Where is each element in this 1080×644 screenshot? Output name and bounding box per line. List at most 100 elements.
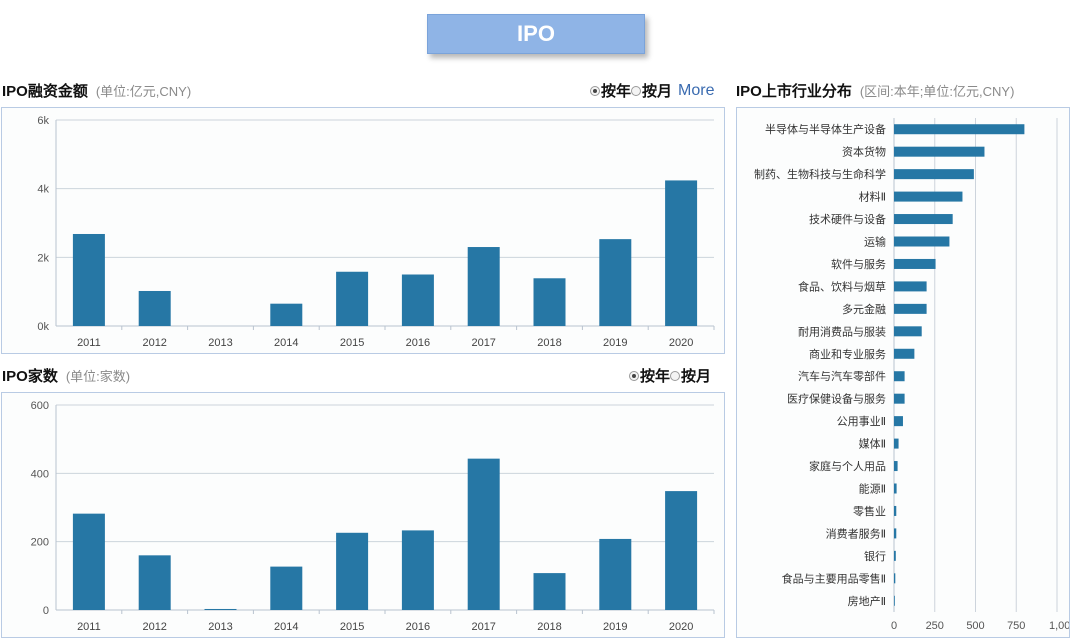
category-label: 制药、生物科技与生命科学 <box>754 167 886 181</box>
x-tick-label: 2020 <box>669 337 693 349</box>
x-tick-label: 2013 <box>208 621 232 633</box>
ipo-banner: IPO <box>427 14 645 54</box>
category-label: 零售业 <box>853 504 886 518</box>
amount-bar-chart: 0k 2k 4k 6k 2011 2012 2013 2014 2015 2016 2017 2018… <box>37 115 715 349</box>
bar-技术硬件与设备 <box>894 214 953 225</box>
amount-month-radio[interactable] <box>631 85 642 96</box>
y-tick-label: 0 <box>43 605 49 617</box>
bar-2012 <box>138 555 171 610</box>
bar-2016 <box>401 530 434 610</box>
category-label: 食品与主要用品零售Ⅱ <box>782 571 886 585</box>
bar-运输 <box>894 236 950 247</box>
bar-2020 <box>665 491 698 610</box>
x-tick-label: 250 <box>926 620 944 632</box>
category-label: 家庭与个人用品 <box>809 459 886 473</box>
count-section-title: IPO家数 (单位:家数) <box>2 365 130 386</box>
x-tick-label: 2015 <box>340 337 364 349</box>
bar-食品、饮料与烟草 <box>894 281 927 292</box>
bar-2011 <box>72 513 105 610</box>
y-tick-label: 2k <box>37 252 49 264</box>
bar-消费者服务Ⅱ <box>894 528 897 539</box>
industry-bar-chart: 0 250 500 750 1,000 半导体与半导体生产设备资本货物制药、生物科技与生命… <box>754 118 1077 632</box>
industry-chart-panel: 0 250 500 750 1,000 半导体与半导体生产设备资本货物制药、生物科技与生命… <box>736 107 1077 638</box>
amount-period-toggle: 按年 按月 More <box>590 80 714 101</box>
bar-能源Ⅱ <box>894 483 897 494</box>
y-tick-label: 400 <box>31 468 49 480</box>
industry-subtitle: (区间:本年;单位:亿元,CNY) <box>859 84 1015 99</box>
count-month-label[interactable]: 按月 <box>681 368 712 385</box>
amount-year-radio[interactable] <box>590 85 600 96</box>
bar-2019 <box>599 239 632 326</box>
x-tick-label: 1,000 <box>1049 620 1069 632</box>
bar-多元金融 <box>894 303 927 314</box>
y-tick-label: 600 <box>31 400 49 412</box>
bar-2020 <box>665 180 698 326</box>
y-tick-label: 0k <box>37 321 49 333</box>
category-label: 媒体Ⅱ <box>859 437 886 451</box>
bar-资本货物 <box>894 146 985 157</box>
amount-section-title: IPO融资金额 (单位:亿元,CNY) <box>2 80 191 101</box>
x-tick-label: 2018 <box>537 621 561 633</box>
bar-耐用消费品与服装 <box>894 326 922 337</box>
industry-title: IPO上市行业分布 <box>736 83 852 100</box>
bar-材料Ⅱ <box>894 191 963 202</box>
count-chart-panel: 0 200 400 600 2011 2012 2013 2014 2015 2016 2017 20… <box>1 392 725 638</box>
x-tick-label: 2019 <box>603 337 627 349</box>
x-tick-label: 2014 <box>274 621 298 633</box>
x-tick-label: 2015 <box>340 621 364 633</box>
amount-month-label[interactable]: 按月 <box>642 83 673 100</box>
x-tick-label: 0 <box>891 620 897 632</box>
count-bar-chart: 0 200 400 600 2011 2012 2013 2014 2015 2016 2017 20… <box>31 400 715 633</box>
bar-商业和专业服务 <box>894 348 915 359</box>
amount-year-label[interactable]: 按年 <box>601 83 632 100</box>
x-tick-label: 2011 <box>77 621 101 633</box>
count-subtitle: (单位:家数) <box>65 369 131 384</box>
x-tick-label: 2014 <box>274 337 298 349</box>
bar-食品与主要用品零售Ⅱ <box>894 573 896 584</box>
x-tick-label: 2012 <box>142 337 166 349</box>
bar-汽车与汽车零部件 <box>894 371 905 382</box>
amount-subtitle: (单位:亿元,CNY) <box>95 84 192 99</box>
bar-2015 <box>336 271 369 326</box>
bar-房地产Ⅱ <box>894 595 895 606</box>
category-label: 食品、饮料与烟草 <box>798 279 886 293</box>
bar-2015 <box>336 532 369 610</box>
category-label: 材料Ⅱ <box>859 190 886 204</box>
x-tick-label: 2017 <box>471 337 495 349</box>
industry-section-title: IPO上市行业分布 (区间:本年;单位:亿元,CNY) <box>736 80 1014 101</box>
bar-2014 <box>270 303 303 326</box>
bar-半导体与半导体生产设备 <box>894 124 1025 135</box>
category-label: 运输 <box>864 235 886 249</box>
count-title: IPO家数 <box>2 368 58 385</box>
amount-title: IPO融资金额 <box>2 83 88 100</box>
bar-银行 <box>894 550 896 561</box>
category-label: 耐用消费品与服装 <box>798 324 886 338</box>
x-tick-label: 2019 <box>603 621 627 633</box>
bar-医疗保健设备与服务 <box>894 393 905 404</box>
y-tick-label: 4k <box>37 184 49 196</box>
x-tick-label: 2011 <box>77 337 101 349</box>
count-month-radio[interactable] <box>670 370 681 381</box>
more-link[interactable]: More <box>678 81 715 99</box>
bar-2013 <box>204 608 237 610</box>
bar-制药、生物科技与生命科学 <box>894 169 974 180</box>
x-tick-label: 2017 <box>471 621 495 633</box>
category-label: 技术硬件与设备 <box>809 212 886 226</box>
category-label: 半导体与半导体生产设备 <box>765 122 886 136</box>
amount-chart-panel: 0k 2k 4k 6k 2011 2012 2013 2014 2015 2016 2017 2018… <box>1 107 725 354</box>
x-tick-label: 2020 <box>669 621 693 633</box>
count-year-radio[interactable] <box>629 370 639 381</box>
bar-2016 <box>401 274 434 326</box>
category-label: 汽车与汽车零部件 <box>798 369 886 383</box>
category-label: 消费者服务Ⅱ <box>826 526 886 540</box>
category-label: 医疗保健设备与服务 <box>787 392 886 406</box>
x-tick-label: 2012 <box>142 621 166 633</box>
x-tick-label: 750 <box>1007 620 1025 632</box>
bar-2018 <box>533 278 566 326</box>
bar-软件与服务 <box>894 258 936 269</box>
bar-2018 <box>533 573 566 610</box>
count-period-toggle: 按年 按月 <box>629 365 711 386</box>
count-year-label[interactable]: 按年 <box>640 368 671 385</box>
bar-2019 <box>599 538 632 610</box>
bar-2012 <box>138 290 171 326</box>
